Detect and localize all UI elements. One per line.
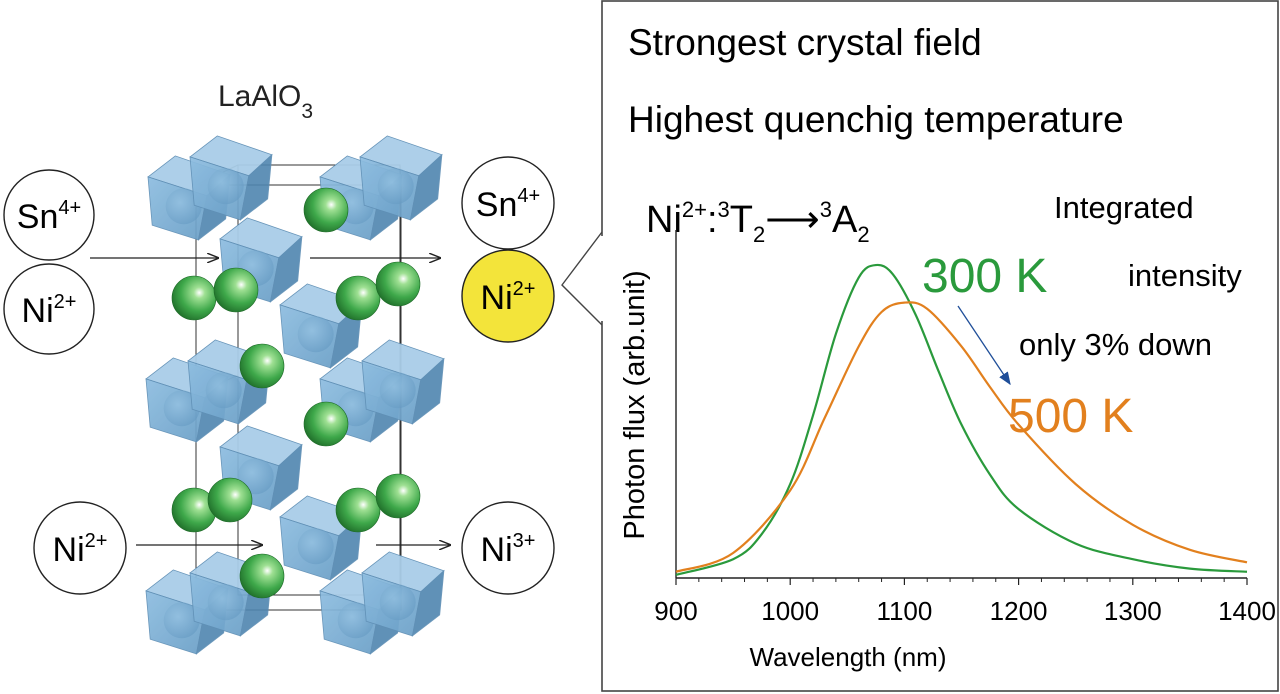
la-atom-sphere <box>239 343 285 389</box>
panel-frame <box>601 0 1279 692</box>
ion-sn-top-right: Sn4+ <box>461 156 555 250</box>
la-atom-sphere <box>303 401 349 447</box>
callout-wedge <box>561 231 603 326</box>
octahedron <box>189 135 273 221</box>
la-atom-sphere <box>335 487 381 533</box>
ion-ni-highlight: Ni2+ <box>461 249 555 343</box>
x-tick-label: 1400 <box>1218 596 1276 626</box>
series-label-300k: 300 K <box>922 250 1047 303</box>
octahedron <box>359 135 443 221</box>
note-intensity: intensity <box>1128 258 1242 293</box>
la-atoms-layer <box>171 187 421 599</box>
x-axis-label: Wavelength (nm) <box>750 642 947 672</box>
emission-chart: 300 K 500 K Wavelength (nm) Photon flux … <box>619 230 1276 672</box>
ion-sn-top-left: Sn4+ <box>3 169 95 261</box>
svg-text:Sn4+: Sn4+ <box>17 197 81 236</box>
y-axis-label: Photon flux (arb.unit) <box>619 270 651 539</box>
svg-text:Ni2+: Ni2+ <box>22 291 77 330</box>
svg-text:Ni3+: Ni3+ <box>481 530 536 569</box>
la-atom-sphere <box>375 261 421 307</box>
octahedron <box>279 283 363 369</box>
la-atom-sphere <box>213 267 259 313</box>
series-line-300k <box>675 263 1248 576</box>
la-atom-sphere <box>207 477 253 523</box>
series-label-500k: 500 K <box>1008 390 1133 443</box>
la-atom-sphere <box>239 553 285 599</box>
la-atom-sphere <box>375 473 421 519</box>
octahedron <box>145 357 229 443</box>
octahedron <box>361 339 445 425</box>
temperature-arrow <box>957 305 1011 386</box>
transition-label: Ni2+:3T2⟶3A2 <box>646 197 870 247</box>
note-only-down: only 3% down <box>1019 327 1212 362</box>
svg-text:Ni2+: Ni2+ <box>53 530 108 569</box>
series-line-500k <box>675 301 1248 573</box>
claim-quenching: Highest quenchig temperature <box>628 99 1124 140</box>
x-tick-label: 1200 <box>990 596 1048 626</box>
ion-ni-bottom-left: Ni2+ <box>33 501 127 595</box>
la-atom-sphere <box>171 275 217 321</box>
spectrum-panel: Strongest crystal field Highest quenchig… <box>561 0 1279 692</box>
svg-text:Ni2+: Ni2+ <box>481 278 536 317</box>
ion-ni3-bottom-right: Ni3+ <box>461 501 555 595</box>
x-tick-label: 1100 <box>876 596 932 626</box>
octahedron <box>361 551 445 637</box>
note-integrated: Integrated <box>1054 190 1194 225</box>
x-tick-label: 900 <box>654 596 697 626</box>
ion-ni-top-left: Ni2+ <box>3 263 95 355</box>
crystal-structure: LaAlO3 Sn4+ Ni2+ <box>3 80 555 655</box>
claim-crystal-field: Strongest crystal field <box>628 22 982 63</box>
octahedron <box>219 217 303 303</box>
structure-title: LaAlO3 <box>218 80 313 123</box>
svg-text:Sn4+: Sn4+ <box>476 185 540 224</box>
octahedra-layer <box>145 135 445 655</box>
x-tick-label: 1000 <box>761 596 819 626</box>
la-atom-sphere <box>303 187 349 233</box>
la-atom-sphere <box>335 275 381 321</box>
substitution-arrows <box>90 258 450 545</box>
x-tick-label: 1300 <box>1104 596 1162 626</box>
